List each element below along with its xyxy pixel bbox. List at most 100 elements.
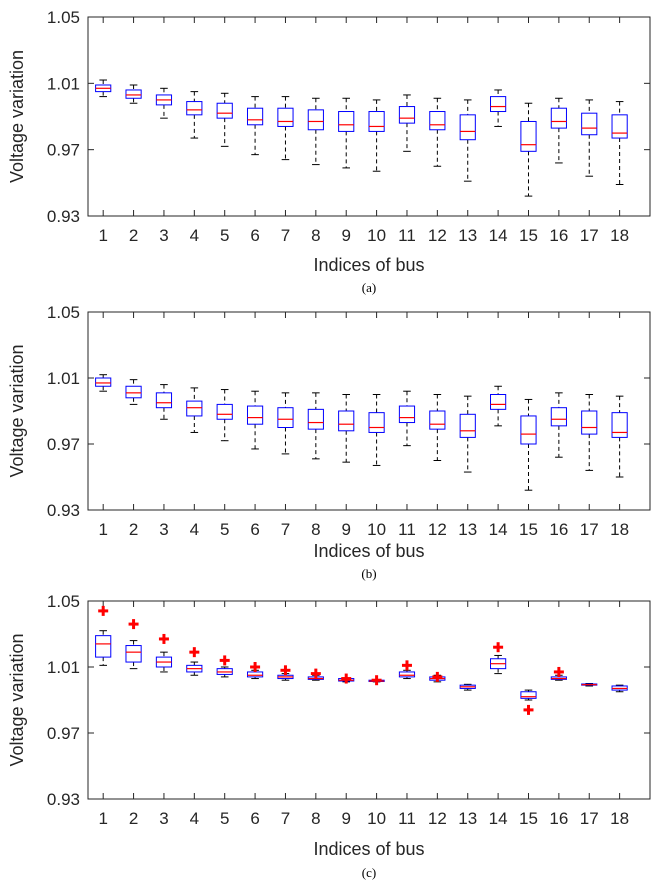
x-tick-label: 1 <box>98 520 107 539</box>
outlier-marker <box>310 668 321 679</box>
outlier-marker <box>493 642 504 653</box>
x-tick-label: 3 <box>159 226 168 245</box>
box-iqr <box>95 377 112 387</box>
chart-panel-1: 0.930.971.011.051 2 3 4 5 6 7 8 9 10 11 12 13 14 15 16 1… <box>7 8 651 295</box>
box-bus-13 <box>459 99 476 182</box>
box-iqr <box>429 410 446 430</box>
box-bus-13 <box>459 683 476 691</box>
panel-caption: (c) <box>362 865 376 880</box>
box-bus-7 <box>277 96 294 161</box>
x-tick-label: 10 <box>367 226 386 245</box>
chart-panel-2: 0.930.971.011.051 2 3 4 5 6 7 8 9 10 11 12 13 14 15 16 1… <box>7 303 651 581</box>
box-bus-6 <box>246 96 264 156</box>
box-iqr <box>459 114 476 141</box>
box-bus-2 <box>125 379 142 405</box>
x-tick-label: 14 <box>489 520 508 539</box>
box-bus-2 <box>125 84 142 104</box>
box-iqr <box>307 408 324 430</box>
x-tick-label: 13 <box>458 520 477 539</box>
x-tick-label: 17 <box>580 809 599 828</box>
box-iqr <box>490 96 507 113</box>
box-bus-7 <box>277 392 294 455</box>
box-bus-2 <box>125 640 142 670</box>
box-iqr <box>611 114 628 139</box>
box-bus-17 <box>581 683 598 687</box>
outlier-marker <box>250 662 261 672</box>
box-iqr <box>186 400 203 417</box>
box-bus-3 <box>155 87 173 119</box>
x-tick-label: 3 <box>159 520 168 539</box>
box-bus-18 <box>611 101 628 185</box>
x-tick-label: 16 <box>549 520 568 539</box>
box-bus-16 <box>550 97 567 164</box>
y-tick-label: 1.01 <box>47 74 80 93</box>
box-iqr <box>246 671 264 678</box>
box-iqr <box>186 101 203 116</box>
y-tick-label: 0.93 <box>47 207 80 226</box>
x-tick-label: 8 <box>311 226 320 245</box>
box-bus-1 <box>95 630 112 666</box>
x-tick-label: 11 <box>398 226 416 245</box>
x-tick-label: 9 <box>341 226 350 245</box>
box-iqr <box>429 111 446 131</box>
x-tick-label: 18 <box>610 809 629 828</box>
box-iqr <box>246 405 264 425</box>
box-iqr <box>611 412 628 438</box>
x-tick-label: 16 <box>549 226 568 245</box>
x-tick-label: 2 <box>129 809 138 828</box>
box-iqr <box>95 635 112 658</box>
x-axis-title: Indices of bus <box>313 541 424 561</box>
y-axis-title: Voltage variation <box>7 633 27 766</box>
y-axis-title: Voltage variation <box>7 344 27 477</box>
box-bus-9 <box>338 97 355 169</box>
box-bus-12 <box>429 394 446 461</box>
x-tick-label: 3 <box>159 809 168 828</box>
plot-frame <box>87 600 651 800</box>
box-bus-14 <box>490 385 507 427</box>
x-tick-label: 13 <box>458 809 477 828</box>
box-iqr <box>398 671 416 678</box>
x-tick-label: 18 <box>610 520 629 539</box>
box-bus-12 <box>429 97 446 167</box>
box-bus-10 <box>368 394 385 466</box>
box-bus-1 <box>95 374 112 392</box>
box-iqr <box>338 410 355 432</box>
box-iqr <box>398 106 416 124</box>
y-tick-label: 0.97 <box>47 435 80 454</box>
box-bus-3 <box>155 384 173 420</box>
box-iqr <box>550 107 567 129</box>
x-tick-label: 4 <box>190 809 199 828</box>
x-tick-label: 7 <box>281 809 290 828</box>
x-tick-label: 14 <box>489 226 508 245</box>
outlier-marker <box>98 605 109 616</box>
x-tick-label: 8 <box>311 520 320 539</box>
box-iqr <box>216 403 233 420</box>
x-tick-label: 6 <box>250 226 259 245</box>
box-bus-4 <box>186 387 203 433</box>
box-iqr <box>520 691 537 699</box>
box-bus-1 <box>95 79 112 98</box>
box-bus-14 <box>490 89 507 127</box>
x-tick-label: 4 <box>190 520 199 539</box>
box-iqr <box>398 405 416 424</box>
outlier-marker <box>219 655 230 666</box>
box-bus-15 <box>520 102 537 197</box>
x-axis-title: Indices of bus <box>313 839 424 859</box>
x-tick-label: 6 <box>250 520 259 539</box>
x-axis-title: Indices of bus <box>313 255 424 275</box>
box-iqr <box>125 89 142 99</box>
y-tick-label: 0.93 <box>47 790 80 809</box>
box-bus-11 <box>398 94 416 152</box>
box-iqr <box>459 413 476 438</box>
box-iqr <box>368 111 385 132</box>
x-tick-label: 15 <box>519 226 538 245</box>
y-tick-label: 1.01 <box>47 658 80 677</box>
box-bus-14 <box>490 654 507 675</box>
x-tick-label: 13 <box>458 226 477 245</box>
outlier-marker <box>523 704 534 715</box>
x-tick-label: 15 <box>519 809 538 828</box>
box-bus-8 <box>307 392 324 460</box>
box-bus-15 <box>520 689 537 701</box>
box-bus-5 <box>216 666 233 678</box>
x-tick-label: 18 <box>610 226 629 245</box>
